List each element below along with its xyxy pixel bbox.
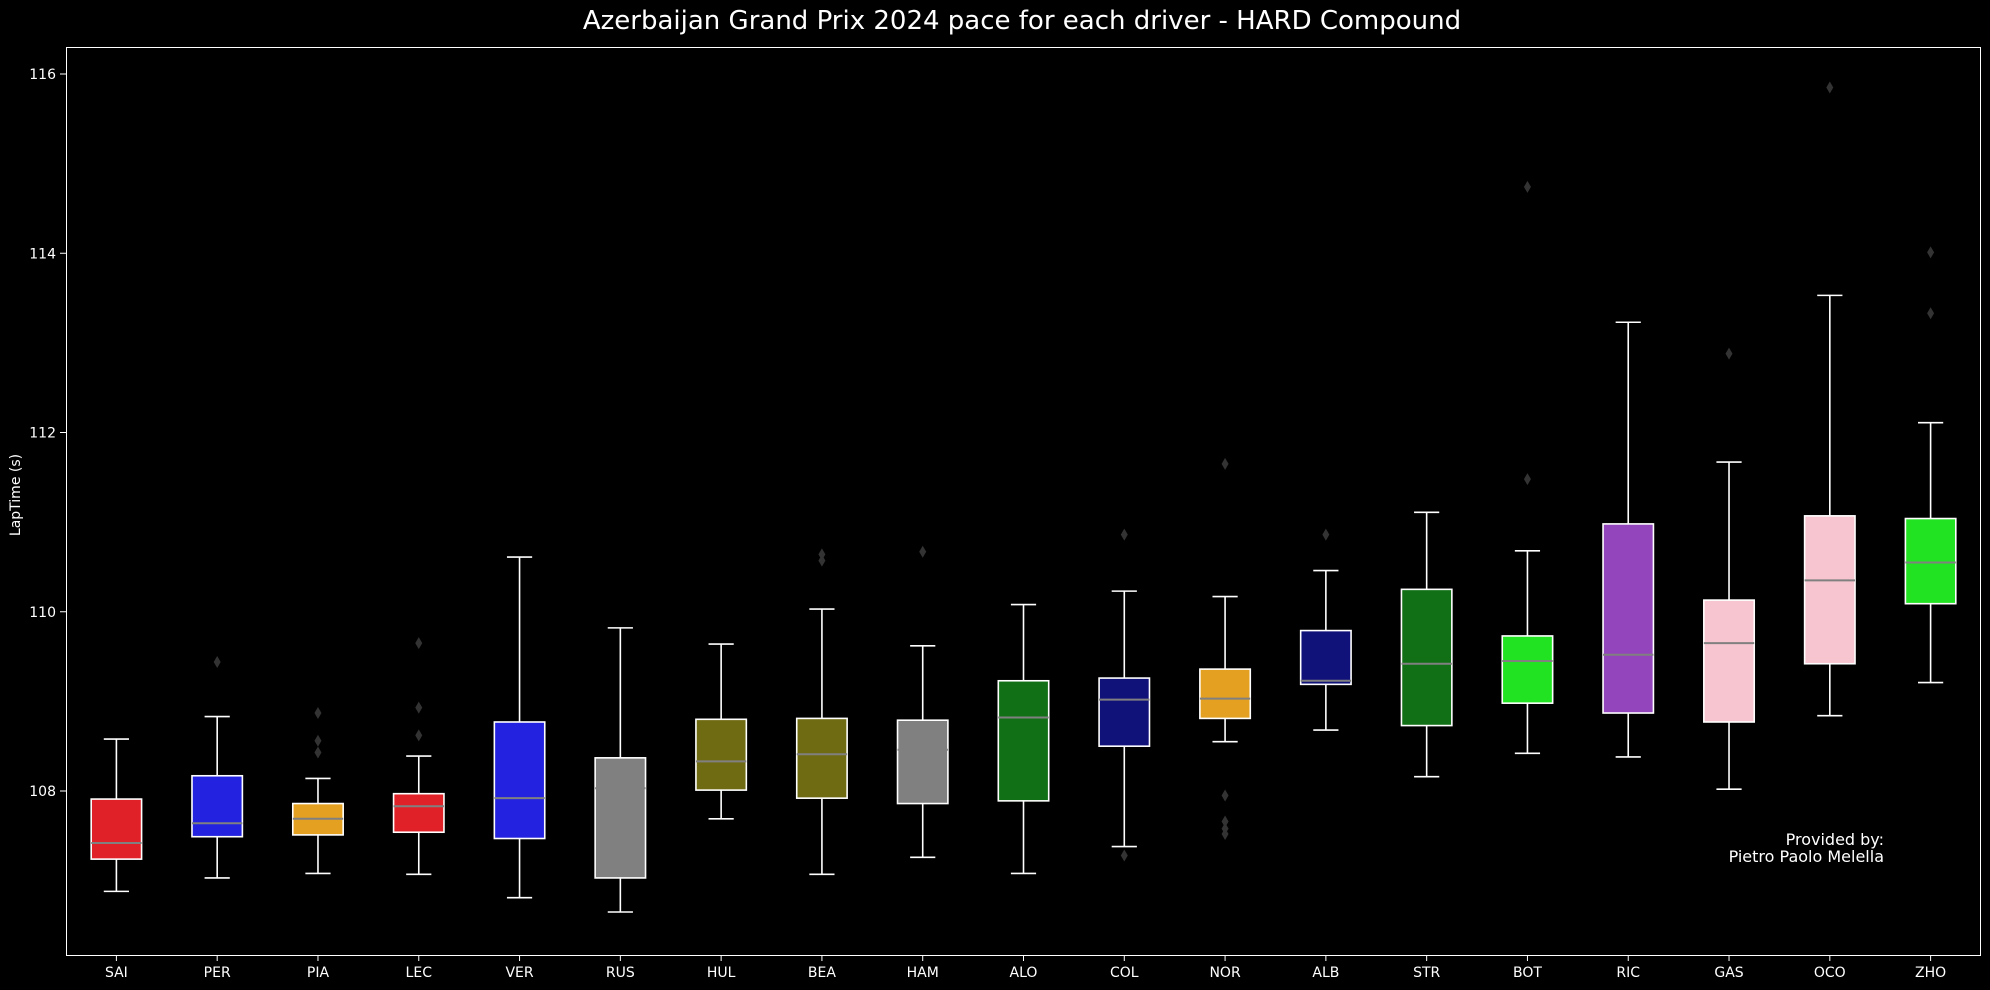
x-tick-label: ZHO (1915, 965, 1946, 981)
box-ham (896, 545, 949, 859)
outlier-point (1927, 246, 1935, 259)
outlier-point (415, 637, 423, 650)
outlier-point (1221, 822, 1229, 835)
iqr-box (1299, 629, 1352, 686)
x-tick-label: SAI (105, 965, 128, 981)
y-axis-label: LapTime (s) (8, 454, 24, 536)
outlier-point (1523, 180, 1531, 193)
outlier-point (818, 548, 826, 561)
iqr-box (695, 718, 748, 791)
iqr-box (1703, 599, 1756, 723)
x-tick-label: OCO (1814, 965, 1846, 981)
outlier-point (1221, 457, 1229, 470)
y-tick-label: 108 (29, 784, 56, 800)
iqr-box (1098, 677, 1151, 747)
x-tick-label: COL (1110, 965, 1139, 981)
box-bea (795, 548, 848, 876)
box-sai (90, 738, 143, 893)
y-axis: 108 110 112 114 116 (29, 67, 66, 800)
outlier-point (1221, 789, 1229, 802)
credit-line-2: Pietro Paolo Melella (1729, 847, 1884, 866)
iqr-box (1904, 517, 1957, 605)
x-tick-label: ALB (1312, 965, 1339, 981)
box-gas (1703, 347, 1756, 791)
iqr-box (1501, 635, 1554, 704)
y-tick-label: 114 (29, 246, 56, 262)
box-alb (1299, 528, 1352, 731)
x-tick-label: BOT (1513, 965, 1542, 981)
iqr-box (896, 719, 949, 805)
outlier-point (314, 707, 322, 720)
iqr-box (493, 721, 546, 840)
outlier-point (1322, 528, 1330, 541)
outlier-point (1927, 307, 1935, 320)
x-tick-label: RIC (1616, 965, 1640, 981)
box-plots (90, 81, 1957, 913)
x-tick-label: PIA (307, 965, 330, 981)
x-tick-label: STR (1413, 965, 1440, 981)
x-axis: SAI PER PIA LEC VER RUS HUL BEA HAM ALO COL NOR ALB S… (105, 955, 1946, 981)
x-tick-label: RUS (606, 965, 635, 981)
iqr-box (1602, 523, 1655, 714)
outlier-point (415, 729, 423, 742)
box-per (191, 655, 244, 879)
iqr-box (191, 774, 244, 838)
outlier-point (1523, 473, 1531, 486)
outlier-point (415, 701, 423, 714)
box-zho (1904, 246, 1957, 684)
box-pia (291, 707, 344, 875)
box-bot (1501, 180, 1554, 755)
outlier-point (818, 554, 826, 567)
x-tick-label: ALO (1010, 965, 1038, 981)
outlier-point (1120, 849, 1128, 862)
x-tick-label: PER (204, 965, 231, 981)
iqr-box (795, 717, 848, 799)
iqr-box (1400, 588, 1453, 727)
x-tick-label: VER (505, 965, 533, 981)
x-tick-label: BEA (808, 965, 836, 981)
outlier-point (1221, 815, 1229, 828)
outlier-point (314, 746, 322, 759)
x-tick-label: GAS (1714, 965, 1743, 981)
y-tick-label: 112 (29, 426, 56, 442)
iqr-box (1199, 668, 1252, 720)
x-tick-label: HAM (907, 965, 939, 981)
x-tick-label: LEC (406, 965, 433, 981)
chart-title: Azerbaijan Grand Prix 2024 pace for each… (583, 6, 1461, 36)
outlier-point (213, 655, 221, 668)
outlier-point (314, 734, 322, 747)
outlier-point (1725, 347, 1733, 360)
box-hul (695, 643, 748, 820)
outlier-point (919, 545, 927, 558)
outlier-point (1120, 528, 1128, 541)
box-ver (493, 556, 546, 899)
x-tick-label: NOR (1209, 965, 1240, 981)
box-alo (997, 603, 1050, 875)
box-oco (1803, 81, 1856, 717)
iqr-box (392, 792, 445, 834)
box-lec (392, 637, 445, 876)
iqr-box (90, 798, 143, 860)
iqr-box (594, 757, 647, 879)
credit-line-1: Provided by: (1786, 830, 1884, 849)
box-nor (1199, 457, 1252, 841)
outlier-point (1826, 81, 1834, 94)
iqr-box (997, 679, 1050, 802)
box-rus (594, 627, 647, 913)
box-ric (1602, 321, 1655, 758)
x-tick-label: HUL (707, 965, 736, 981)
box-str (1400, 511, 1453, 778)
box-col (1098, 528, 1151, 862)
y-tick-label: 110 (29, 605, 56, 621)
iqr-box (1803, 515, 1856, 665)
y-tick-label: 116 (29, 67, 56, 83)
